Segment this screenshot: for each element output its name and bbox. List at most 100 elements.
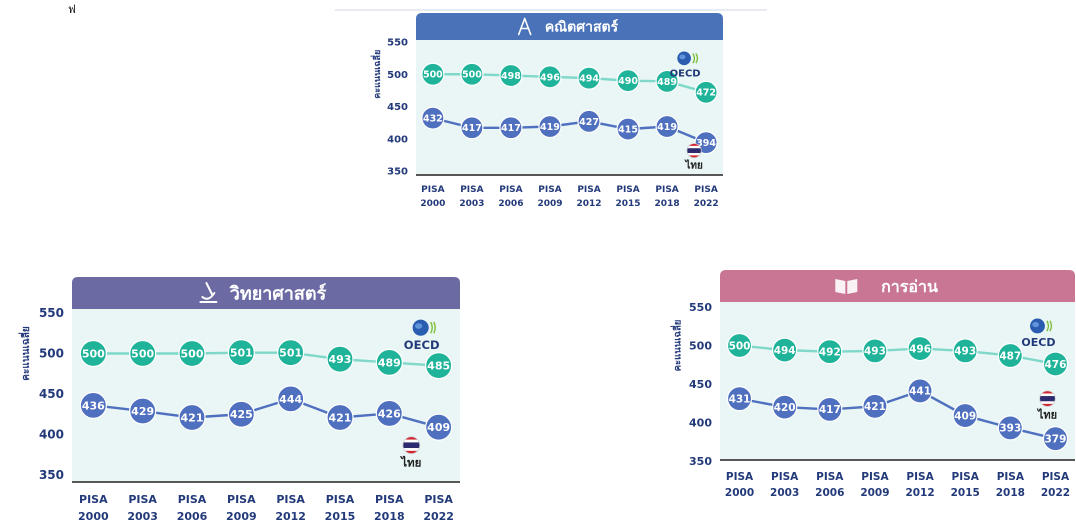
oecd-data-label: 500 [423, 70, 443, 81]
oecd-data-point [129, 339, 157, 368]
oecd-data-point [577, 66, 601, 90]
corner-mark: ฟ [68, 3, 76, 16]
chart-title: วิทยาศาสตร์ [229, 282, 327, 304]
oecd-data-label: 476 [1045, 359, 1067, 371]
plot-background [72, 309, 460, 482]
thai-data-point [425, 413, 453, 441]
oecd-data-label: 489 [657, 77, 677, 88]
x-tick-label: PISA 2006 [177, 493, 208, 523]
thai-data-label: 420 [774, 402, 796, 414]
thai-data-point [277, 385, 305, 413]
oecd-data-point [694, 80, 718, 104]
thai-data-point [952, 402, 978, 429]
oecd-data-point [772, 337, 798, 363]
oecd-data-label: 496 [909, 343, 931, 355]
x-tick-label: PISA 2015 [325, 493, 356, 523]
x-tick-label: PISA 2012 [905, 471, 934, 499]
oecd-data-point [499, 63, 523, 88]
chart-header-bar [416, 13, 723, 40]
y-tick-label: 450 [39, 387, 64, 401]
oecd-data-label: 500 [82, 347, 105, 360]
oecd-data-point [178, 339, 206, 368]
oecd-data-point [277, 339, 305, 367]
y-tick-label: 450 [387, 102, 408, 113]
x-tick-label: PISA 2018 [655, 185, 680, 209]
y-tick-label: 350 [39, 468, 64, 482]
oecd-data-point [375, 348, 403, 377]
y-tick-label: 400 [689, 416, 712, 429]
oecd-data-label: 492 [819, 346, 841, 358]
oecd-data-label: 472 [696, 88, 716, 99]
oecd-data-label: 498 [501, 71, 521, 82]
oecd-data-label: 496 [540, 72, 560, 83]
y-tick-label: 550 [387, 38, 408, 49]
thai-data-label: 409 [427, 421, 450, 434]
thailand-flag-icon [402, 436, 421, 455]
oecd-data-point [425, 352, 453, 380]
reading-chart-panel: การอ่าน 350 400 450 500 550 คะแนนเฉลี่ย PISA 200… [658, 270, 1075, 510]
thai-data-point [817, 396, 843, 423]
chart-svg: วิทยาศาสตร์ 350 400 450 500 550 คะแนนเฉลี่ย PIS… [18, 277, 460, 523]
oecd-data-label: 487 [999, 350, 1021, 362]
x-tick-label: PISA 2022 [1041, 471, 1070, 499]
y-tick-label: 500 [689, 339, 712, 352]
thai-data-label: 425 [230, 408, 253, 421]
thai-data-point [499, 116, 523, 140]
oecd-legend-label: OECD [404, 338, 440, 352]
chart-svg: คณิตศาสตร์ 350 400 450 500 550 คะแนนเฉลี่ย PISA… [370, 13, 723, 209]
oecd-legend-label: OECD [1021, 336, 1055, 349]
oecd-data-point [952, 338, 978, 364]
x-tick-label: PISA 2003 [770, 471, 799, 499]
thai-data-label: 417 [462, 123, 482, 134]
oecd-data-label: 489 [378, 356, 401, 369]
oecd-data-label: 500 [181, 347, 204, 360]
oecd-data-label: 501 [230, 347, 253, 360]
chart-svg: การอ่าน 350 400 450 500 550 คะแนนเฉลี่ย PISA 200… [669, 270, 1075, 499]
math-chart-panel: คณิตศาสตร์ 350 400 450 500 550 คะแนนเฉลี่ย PISA… [358, 13, 758, 218]
thai-data-point [375, 399, 403, 428]
thai-data-point [421, 106, 445, 130]
thai-data-point [538, 114, 562, 139]
oecd-data-point [907, 335, 933, 362]
thai-data-point [326, 403, 354, 432]
y-tick-label: 350 [689, 455, 712, 468]
oecd-data-point [326, 345, 354, 373]
y-tick-label: 350 [387, 167, 408, 178]
x-tick-label: PISA 2003 [127, 493, 158, 523]
oecd-data-point [616, 69, 640, 93]
oecd-data-label: 493 [329, 353, 352, 366]
oecd-data-point [538, 65, 562, 89]
thai-data-label: 393 [999, 423, 1021, 435]
thai-legend-label: ไทย [1036, 408, 1057, 422]
x-tick-label: PISA 2018 [996, 471, 1025, 499]
oecd-data-label: 485 [427, 360, 450, 373]
y-tick-label: 550 [689, 301, 712, 314]
x-tick-label: PISA 2006 [815, 471, 844, 499]
x-tick-label: PISA 2009 [226, 493, 257, 523]
thai-data-label: 417 [501, 123, 521, 134]
thai-legend-label: ไทย [684, 159, 703, 172]
oecd-data-label: 500 [729, 340, 751, 352]
oecd-data-label: 500 [462, 70, 482, 81]
oecd-data-point [460, 62, 484, 86]
oecd-globe-icon [412, 319, 436, 336]
x-tick-label: PISA 2009 [537, 185, 562, 209]
thailand-flag-icon [686, 143, 702, 159]
top-divider [335, 9, 767, 11]
science-chart-panel: วิทยาศาสตร์ 350 400 450 500 550 คะแนนเฉลี่ย PIS… [2, 277, 462, 527]
y-tick-label: 500 [39, 347, 64, 361]
chart-title: การอ่าน [881, 277, 938, 296]
x-tick-label: PISA 2003 [459, 185, 484, 209]
x-tick-label: PISA 2022 [423, 493, 454, 523]
thai-data-label: 421 [181, 411, 204, 424]
thai-data-point [907, 378, 933, 404]
y-tick-label: 400 [387, 134, 408, 145]
oecd-globe-icon [677, 51, 699, 66]
thai-data-point [616, 117, 640, 141]
thai-data-label: 379 [1045, 433, 1067, 445]
x-tick-label: PISA 2015 [951, 471, 980, 499]
oecd-data-point [1042, 351, 1069, 377]
x-tick-label: PISA 2015 [616, 185, 641, 209]
thai-data-point [577, 109, 601, 133]
thai-data-label: 419 [540, 122, 560, 133]
